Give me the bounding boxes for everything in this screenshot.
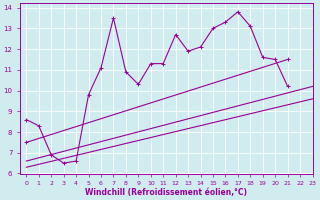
X-axis label: Windchill (Refroidissement éolien,°C): Windchill (Refroidissement éolien,°C) <box>85 188 247 197</box>
